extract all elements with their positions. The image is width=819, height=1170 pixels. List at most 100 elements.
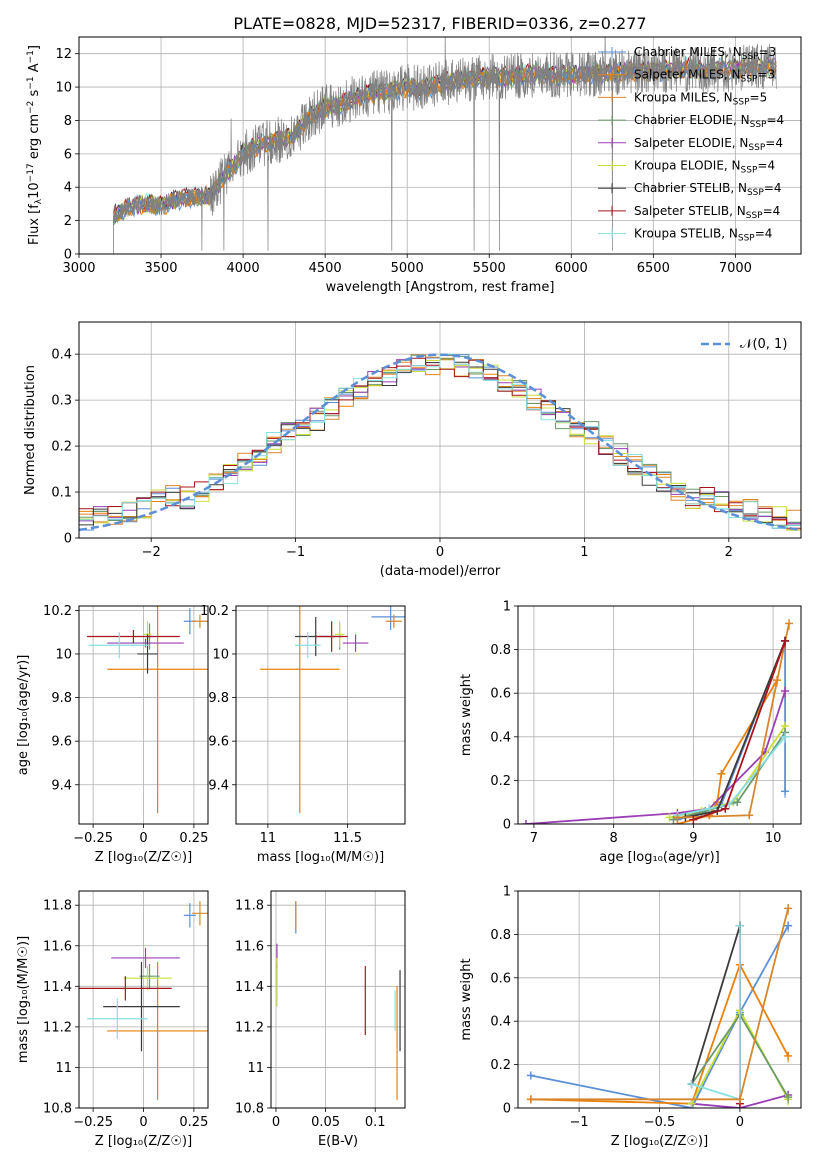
y-axis-label-part: Flux [f [27, 204, 42, 245]
y-tick-label: 11.2 [235, 1020, 264, 1035]
x-tick-label: 0 [436, 545, 444, 560]
x-axis-label: Z [log₁₀(Z/Z☉)] [95, 850, 192, 865]
y-tick-label: 11.4 [43, 980, 72, 995]
x-tick-label: −1 [286, 545, 305, 560]
mass_weight_vs_Z-panel: −1 −0.5 0 0 0.2 0.4 0.6 0.8 1 Z [log₁₀(Z/Z☉)] mass… [459, 885, 802, 1149]
legend-entry-subscript: SSP [741, 166, 758, 176]
mass_vs_ebv-frame [270, 890, 406, 1109]
mass-weight-line [690, 925, 741, 1085]
x-tick-label: 3500 [144, 261, 177, 276]
x-axis-label: Z [log₁₀(Z/Z☉)] [95, 1134, 192, 1149]
y-tick-label: 0.4 [490, 730, 511, 745]
y-axis-label-part: ] [27, 45, 42, 50]
x-tick-label: 5500 [473, 261, 506, 276]
y-axis-label-part: erg cm [27, 114, 42, 163]
legend-entry-count: =4 [764, 181, 782, 195]
y-axis-label: Flux [fλ10−17 erg cm−2 s−1 A−1] [26, 45, 44, 245]
mass_vs_Z-panel: −0.25 0 0.25 10.8 11 11.2 11.4 11.6 11.8 Z [log₁₀… [16, 890, 209, 1149]
y-tick-label: 6 [64, 147, 72, 162]
legend-entry-text: Salpeter STELIB, N [634, 204, 746, 218]
y-tick-label: 9.6 [208, 735, 229, 750]
x-tick-label: 11 [260, 831, 277, 846]
legend-entry: Kroupa ELODIE, NSSP=4 [634, 159, 775, 176]
mass_weight_vs_Z-plot-area [526, 904, 793, 1108]
mass_vs_Z-plot-area [79, 901, 208, 1100]
y-tick-label: 0 [503, 818, 511, 833]
legend-entry-subscript: SSP [748, 143, 765, 153]
x-tick-label: −0.25 [73, 831, 113, 846]
mass_vs_Z-frame [78, 890, 209, 1109]
x-tick-label: 1 [580, 545, 588, 560]
mass_vs_ebv-plot-area [276, 901, 401, 1100]
histogram-series [79, 353, 801, 538]
mass_weight_vs_age-panel: 7 8 9 10 0 0.2 0.4 0.6 0.8 1 age [log₁₀(age/yr)] ma… [459, 600, 802, 865]
x-axis-label: wavelength [Angstrom, rest frame] [326, 280, 555, 295]
mass_weight_vs_Z-frame [517, 890, 802, 1109]
age_vs_Z-frame [78, 605, 209, 825]
y-tick-label: 0.6 [490, 971, 511, 986]
legend-entry-count: =4 [763, 204, 781, 218]
legend-entry-count: =4 [766, 113, 784, 127]
legend-entry-text: Salpeter MILES, N [634, 68, 741, 82]
x-tick-label: 0.25 [179, 831, 208, 846]
y-axis-label-part: −1 [26, 76, 36, 89]
age_vs_mass-grid [236, 606, 405, 824]
y-axis-label-part: s [27, 89, 42, 100]
x-tick-label: 9 [689, 831, 697, 846]
y-tick-label: 0.1 [51, 486, 72, 501]
y-tick-label: 10.8 [43, 1102, 72, 1117]
y-axis-label: age [log₁₀(age/yr)] [16, 655, 31, 776]
legend-entry: Salpeter ELODIE, NSSP=4 [634, 136, 783, 153]
y-tick-label: 11.6 [235, 939, 264, 954]
y-tick-label: 0.6 [490, 687, 511, 702]
y-axis-label: mass weight [459, 674, 474, 756]
mass-weight-line [525, 690, 786, 824]
x-tick-label: 6500 [637, 261, 670, 276]
y-tick-label: 11.8 [235, 899, 264, 914]
mass_vs_Z-grid [79, 891, 208, 1109]
x-tick-label: 4000 [227, 261, 260, 276]
legend-entry: Chabrier ELODIE, NSSP=4 [634, 113, 784, 130]
x-tick-label: 2 [725, 545, 733, 560]
y-tick-label: 12 [55, 47, 72, 62]
x-tick-label: 6000 [555, 261, 588, 276]
residual_hist-frame [78, 321, 802, 539]
y-axis-label-part: λ [34, 198, 44, 204]
x-tick-label: 7 [530, 831, 538, 846]
y-tick-label: 8 [64, 114, 72, 129]
legend-entry-subscript: SSP [747, 188, 764, 198]
observed-spectrum-line [113, 37, 777, 251]
age_vs_Z-plot-area [87, 606, 208, 814]
y-tick-label: 0.8 [490, 928, 511, 943]
y-tick-label: 10.2 [200, 604, 229, 619]
legend-entry-text: Kroupa MILES, N [634, 90, 733, 104]
y-tick-label: 11.2 [43, 1020, 72, 1035]
y-axis-label: mass [log₁₀(M/M☉)] [16, 936, 31, 1063]
y-tick-label: 1 [503, 600, 511, 615]
x-axis-label: Z [log₁₀(Z/Z☉)] [611, 1134, 708, 1149]
mass-weight-line [685, 640, 786, 819]
legend-entry-text: Salpeter ELODIE, N [634, 136, 748, 150]
legend-entry-text: Kroupa ELODIE, N [634, 159, 741, 173]
y-axis-label-part: A [27, 63, 42, 76]
mass-weight-line [691, 1094, 789, 1108]
x-tick-label: 0.25 [179, 1115, 208, 1130]
y-tick-label: 1 [503, 885, 511, 900]
x-tick-label: 0.05 [311, 1115, 340, 1130]
legend-entry-text: Chabrier STELIB, N [634, 181, 747, 195]
legend-entry-count: =4 [755, 227, 773, 241]
y-tick-label: 10 [55, 647, 72, 662]
spectrum-plot-area [113, 37, 777, 254]
mass_vs_ebv-panel: 0 0.05 0.1 10.8 11 11.2 11.4 11.6 11.8 E(B-V) [235, 890, 406, 1149]
x-tick-label: 0.1 [365, 1115, 386, 1130]
x-tick-label: 5000 [391, 261, 424, 276]
y-tick-label: 11 [247, 1061, 264, 1076]
legend-entry: Salpeter MILES, NSSP=3 [634, 68, 775, 85]
normal-distribution-curve [79, 353, 799, 532]
x-tick-label: 11.5 [333, 831, 362, 846]
x-axis-label: age [log₁₀(age/yr)] [599, 850, 720, 865]
mass_weight_vs_age-frame [517, 605, 802, 825]
legend-entry-subscript: SSP [750, 120, 767, 130]
